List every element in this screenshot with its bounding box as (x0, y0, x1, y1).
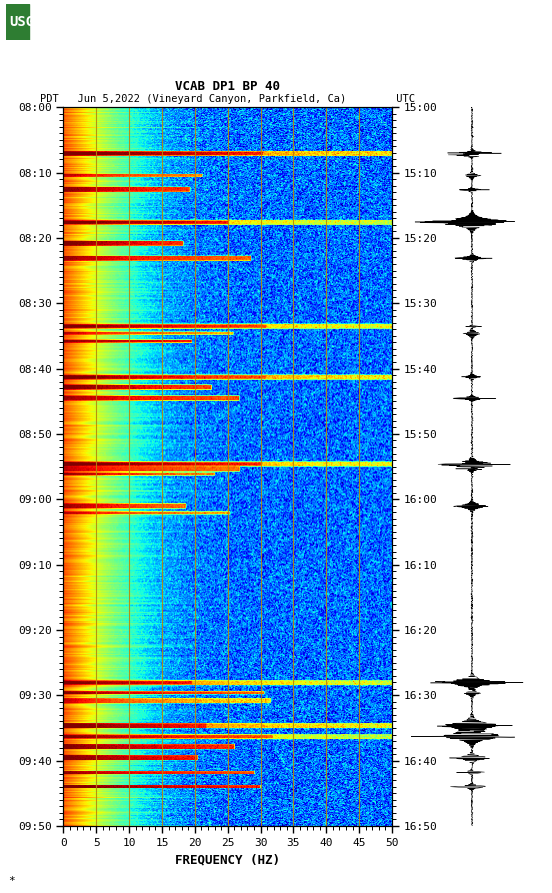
Text: *: * (8, 876, 15, 886)
X-axis label: FREQUENCY (HZ): FREQUENCY (HZ) (175, 854, 280, 866)
Text: VCAB DP1 BP 40: VCAB DP1 BP 40 (176, 79, 280, 93)
Bar (6, 4, 29, 40)
Text: PDT   Jun 5,2022 (Vineyard Canyon, Parkfield, Ca)        UTC: PDT Jun 5,2022 (Vineyard Canyon, Parkfie… (40, 94, 416, 104)
Text: USGS: USGS (9, 15, 43, 29)
